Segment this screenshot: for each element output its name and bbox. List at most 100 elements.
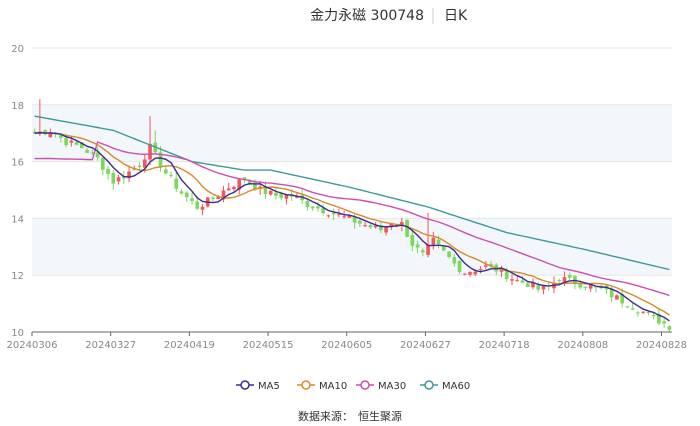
candle <box>321 204 325 216</box>
candle <box>662 317 666 328</box>
candle <box>431 231 436 250</box>
candle-body <box>174 178 179 189</box>
candle-body <box>478 268 483 270</box>
candle-body <box>562 277 567 282</box>
candle <box>667 325 672 332</box>
candle-body <box>410 235 415 246</box>
candle-body <box>373 225 378 228</box>
candle <box>305 198 310 211</box>
candle-body <box>426 244 430 255</box>
candle-body <box>583 286 588 288</box>
candle-body <box>279 193 284 198</box>
candle-body <box>316 206 320 209</box>
candle-body <box>59 135 63 138</box>
candle-body <box>305 201 310 208</box>
source-value: 恒生聚源 <box>358 409 402 423</box>
candle <box>116 174 121 185</box>
candle <box>531 278 535 290</box>
candle-body <box>242 177 247 180</box>
candle-body <box>657 313 661 324</box>
candle-body <box>588 284 593 289</box>
candle <box>43 129 47 136</box>
candle-body <box>347 215 352 218</box>
candle-body <box>80 142 84 149</box>
candle <box>90 149 95 156</box>
candle <box>232 185 236 192</box>
ma5-line <box>34 131 670 322</box>
candle-body <box>667 326 672 330</box>
candle <box>363 222 367 228</box>
x-tick-label: 20240808 <box>557 340 608 351</box>
legend-label: MA5 <box>258 381 280 392</box>
candle-body <box>216 196 221 199</box>
candle-body <box>64 138 68 146</box>
candle-body <box>200 206 205 210</box>
candle-body <box>226 188 231 191</box>
candle-body <box>195 201 200 209</box>
y-tick-label: 14 <box>11 214 24 225</box>
candle <box>95 146 100 161</box>
candle-body <box>525 283 530 287</box>
candle-body <box>211 197 215 199</box>
candle-body <box>142 159 147 168</box>
candle-body <box>636 312 640 314</box>
candle <box>452 253 457 267</box>
legend-item-ma5: MA5 <box>236 380 280 392</box>
y-tick-label: 16 <box>11 158 24 169</box>
candle <box>557 278 562 283</box>
candle <box>541 284 546 295</box>
candle <box>594 286 598 293</box>
ma60-line <box>34 115 670 271</box>
legend-item-ma30: MA30 <box>356 380 406 392</box>
candle-body <box>662 321 666 324</box>
legend-label: MA30 <box>378 381 406 392</box>
candle <box>405 218 409 237</box>
candle <box>483 261 488 269</box>
candle <box>368 223 373 229</box>
candle-body <box>420 250 425 253</box>
candle-body <box>415 244 420 248</box>
candle <box>447 251 451 259</box>
candle-body <box>284 194 289 199</box>
candle <box>211 196 215 202</box>
x-tick-label: 20240306 <box>7 340 58 351</box>
candle <box>200 204 205 216</box>
candle-body <box>268 190 273 195</box>
candle <box>646 311 651 316</box>
candle-body <box>630 308 635 310</box>
candle-body <box>179 191 184 194</box>
candle-body <box>447 251 451 258</box>
candle-body <box>625 306 630 308</box>
candle <box>326 214 331 218</box>
candle <box>59 135 63 143</box>
candle-body <box>520 280 525 283</box>
candle-body <box>436 239 441 244</box>
grid-band <box>32 104 672 162</box>
x-axis: 20240306 20240327 20240419 20240515 20240605… <box>7 331 687 351</box>
candle <box>420 248 425 257</box>
candle-body <box>158 152 163 168</box>
candle-body <box>106 168 110 174</box>
candle <box>625 306 630 309</box>
x-tick-label: 20240605 <box>321 340 372 351</box>
candle-body <box>48 132 53 138</box>
candle <box>525 281 530 287</box>
candle-body <box>646 311 651 313</box>
candle-body <box>274 192 278 196</box>
legend-item-ma10: MA10 <box>297 380 347 392</box>
candle-body <box>468 272 472 275</box>
source-label: 数据来源： <box>298 409 353 423</box>
candle-body <box>641 311 645 313</box>
candle <box>457 260 462 275</box>
circle-line-icon <box>360 380 370 390</box>
plot-area <box>32 47 672 332</box>
candle <box>163 165 168 175</box>
legend: MA5 MA10 MA30 MA60 <box>236 380 470 392</box>
x-tick-label: 20240828 <box>636 340 687 351</box>
candle-body <box>531 282 535 288</box>
candle-body <box>515 280 520 282</box>
candle-body <box>504 270 509 280</box>
candle-body <box>111 172 116 184</box>
candle <box>510 274 514 286</box>
